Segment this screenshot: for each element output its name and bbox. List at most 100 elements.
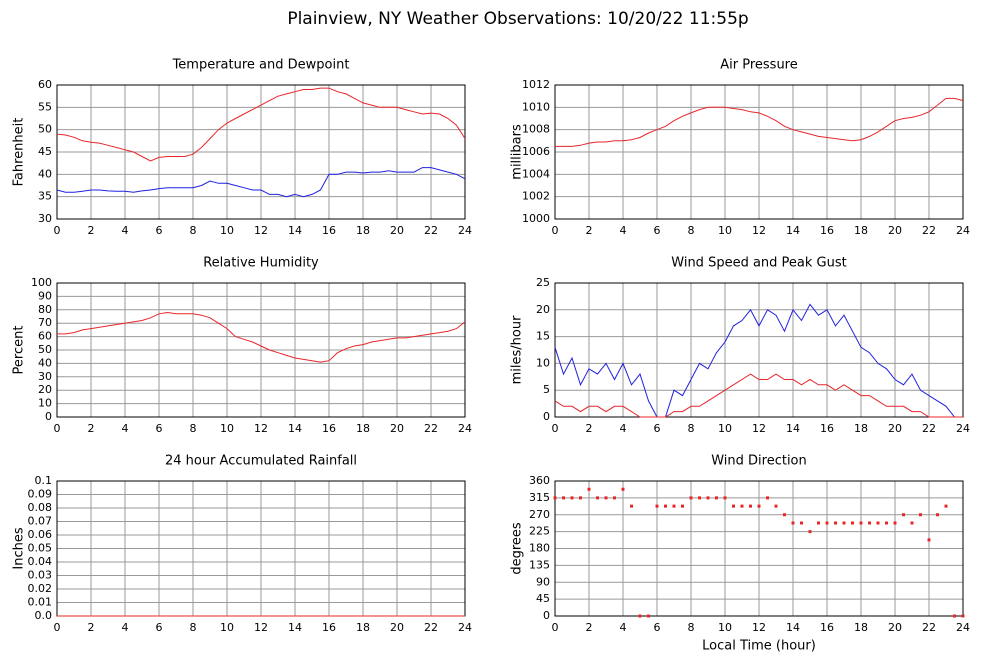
x-tick-label: 20 [390,422,404,435]
x-tick-label: 12 [254,422,268,435]
point [859,521,863,525]
x-tick-label: 18 [854,422,868,435]
x-tick-label: 10 [718,621,732,634]
point [562,496,565,500]
y-tick-label: 20 [38,383,52,396]
point [902,513,905,517]
y-tick-label: 15 [536,330,550,343]
point [621,487,625,491]
x-tick-label: 0 [54,224,61,237]
x-tick-label: 22 [424,224,438,237]
y-tick-label: 60 [38,78,52,91]
y-tick-label: 10 [38,397,52,410]
y-tick-label: 0.1 [35,474,53,487]
x-tick-label: 22 [922,224,936,237]
chart-title: Relative Humidity [203,256,319,271]
y-tick-label: 180 [529,542,550,555]
y-tick-label: 70 [38,316,52,329]
x-axis-label: Local Time (hour) [702,639,816,654]
x-tick-label: 8 [688,224,695,237]
x-tick-label: 16 [322,621,336,634]
y-tick-label: 0.06 [28,528,53,541]
x-tick-label: 14 [786,621,800,634]
point [579,496,582,500]
point [553,496,557,500]
point [638,614,642,618]
point [749,504,752,508]
y-tick-label: 10 [536,356,550,369]
point [672,504,676,508]
point [800,521,803,525]
x-tick-label: 12 [254,621,268,634]
y-tick-label: 55 [38,100,52,113]
x-tick-label: 24 [956,422,970,435]
x-tick-label: 6 [156,422,163,435]
point [893,521,897,525]
x-tick-label: 24 [956,224,970,237]
page-title: Plainview, NY Weather Observations: 10/2… [287,9,748,29]
x-tick-label: 0 [552,422,559,435]
x-tick-label: 20 [390,224,404,237]
point [808,530,812,534]
chart-title: Air Pressure [720,58,798,73]
y-tick-label: 270 [529,508,550,521]
point [783,513,786,517]
x-tick-label: 18 [356,422,370,435]
point [919,513,922,517]
y-tick-label: 0.02 [28,582,53,595]
y-tick-label: 0 [543,609,550,622]
plot-frame [56,84,466,220]
x-tick-label: 0 [54,621,61,634]
x-tick-label: 0 [54,422,61,435]
y-axis-label: miles/hour [510,315,525,384]
x-tick-label: 2 [88,224,95,237]
x-tick-label: 16 [820,224,834,237]
point [613,496,616,500]
point [936,513,939,517]
series-line [554,373,963,418]
point [732,504,735,508]
x-tick-label: 6 [654,224,661,237]
x-tick-label: 10 [220,224,234,237]
point [587,487,591,491]
y-tick-label: 20 [536,303,550,316]
point [927,538,931,542]
y-tick-label: 40 [38,167,52,180]
point [723,496,727,500]
y-tick-label: 1006 [522,145,550,158]
x-tick-label: 22 [922,621,936,634]
y-tick-label: 1002 [522,190,550,203]
point [876,521,880,525]
plot-frame [554,84,964,220]
x-tick-label: 2 [88,422,95,435]
x-tick-label: 6 [654,621,661,634]
y-tick-label: 1010 [522,100,550,113]
x-tick-label: 6 [654,422,661,435]
plot-frame [56,282,466,418]
point [596,496,599,500]
y-tick-label: 1000 [522,212,550,225]
y-axis-label: degrees [510,522,525,575]
x-tick-label: 8 [190,621,197,634]
x-tick-label: 0 [552,621,559,634]
point [885,521,888,525]
x-tick-label: 16 [322,422,336,435]
point [715,496,718,500]
x-tick-label: 8 [190,422,197,435]
x-tick-label: 10 [718,224,732,237]
x-tick-label: 20 [888,422,902,435]
point [868,521,871,525]
y-tick-label: 50 [38,343,52,356]
point [647,614,650,618]
x-tick-label: 14 [288,621,302,634]
x-tick-label: 22 [424,422,438,435]
y-axis-label: Percent [12,326,27,375]
y-tick-label: 30 [38,370,52,383]
y-tick-label: 1012 [522,78,550,91]
y-tick-label: 0.04 [28,555,53,568]
series-line [555,97,964,147]
x-tick-label: 4 [122,224,129,237]
y-tick-label: 45 [38,145,52,158]
y-tick-label: 90 [536,575,550,588]
